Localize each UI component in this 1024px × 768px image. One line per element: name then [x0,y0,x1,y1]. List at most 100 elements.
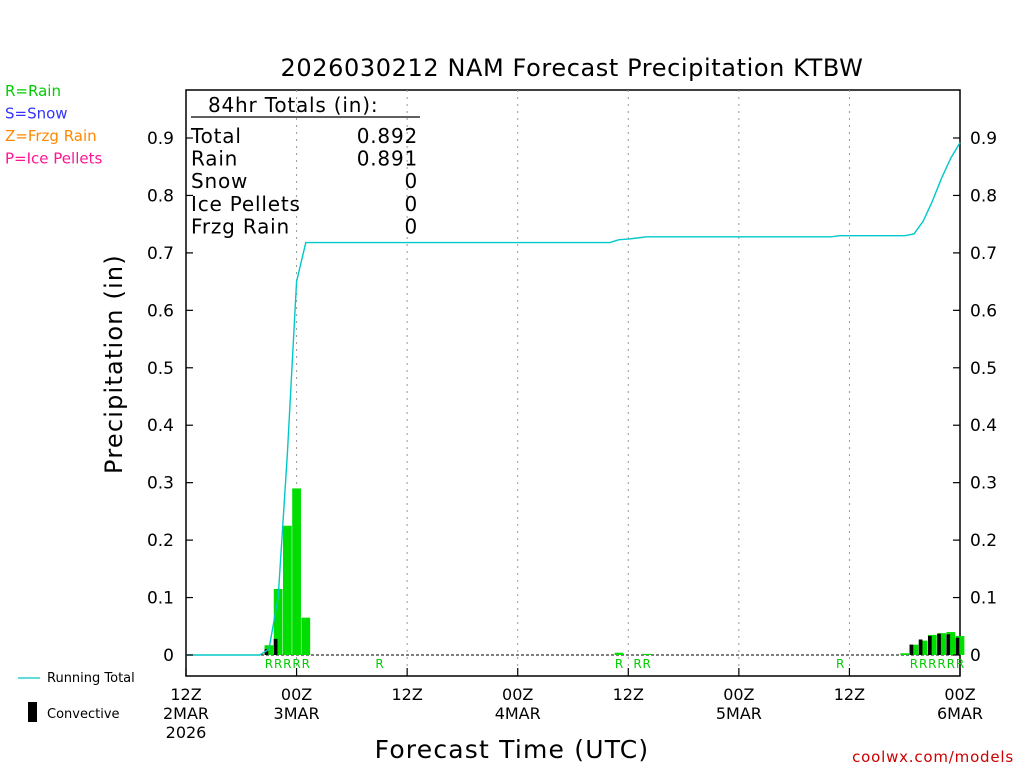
x-tick-label-date: 2MAR [163,704,209,723]
running-total-line-path [186,142,961,656]
precip-type-legend-item: Z=Frzg Rain [5,127,97,145]
y-tick-label-left: 0.7 [147,244,174,264]
rain-bar [927,634,937,655]
totals-row-value: 0 [404,192,418,216]
rain-bar [955,636,965,655]
precip-type-marker: R [919,657,927,671]
x-tick-label-year: 2026 [166,723,207,742]
y-tick-label-left: 0.1 [147,589,174,609]
y-tick-label-right: 0.1 [970,589,997,609]
precip-type-marker: R [937,657,945,671]
x-tick-label-time: 00Z [281,685,312,704]
y-tick-label-left: 0.6 [147,301,174,321]
precip-type-legend-item: S=Snow [5,105,68,123]
precip-type-marker: R [947,657,955,671]
rain-bar [301,617,311,655]
rain-bar [292,488,301,655]
credit-text: coolwx.com/models [852,748,1014,766]
y-tick-label-left: 0.3 [147,474,174,494]
x-tick-label-time: 12Z [170,685,201,704]
precip-type-marker: R [836,657,844,671]
precip-type-legend: R=Rain S=Snow Z=Frzg Rain P=Ice Pellets [5,82,102,168]
y-tick-label-left: 0.9 [147,129,174,149]
convective-bars [264,633,960,655]
y-tick-label-left: 0.5 [147,359,174,379]
y-tick-label-right: 0.6 [970,301,997,321]
rain-bar [642,653,652,655]
rain-bar [946,632,956,655]
precip-type-marker: R [956,657,964,671]
convective-bar [273,638,278,655]
chart-title: 2026030212 NAM Forecast Precipitation KT… [281,54,864,82]
y-tick-label-left: 0.2 [147,531,174,551]
totals-row-label: Snow [191,169,248,193]
rain-bar [909,644,919,655]
totals-box: 84hr Totals (in): Total 0.892 Rain 0.891 Sno… [190,93,420,238]
precip-type-marker: R [615,657,623,671]
convective-bar [264,649,269,655]
rain-bar [264,645,274,655]
running-total-legend-label: Running Total [47,671,135,686]
totals-row-value: 0.892 [357,124,418,148]
rain-bar [900,653,910,655]
y-tick-label-right: 0.4 [970,416,997,436]
x-tick-label-time: 00Z [723,685,754,704]
precip-type-marker: R [643,657,651,671]
rain-bar [918,640,928,655]
precip-type-marker: R [910,657,918,671]
running-total-line [186,142,961,656]
rain-bar [273,588,283,655]
convective-legend-label: Convective [47,707,120,722]
y-axis-title: Precipitation (in) [100,254,128,474]
rain-bar [282,525,292,655]
precip-type-marker: R [265,657,273,671]
x-tick-label-date: 6MAR [937,704,983,723]
rain-bars [264,488,965,655]
x-tick-label-time: 12Z [613,685,644,704]
totals-row-value: 0.891 [357,147,418,171]
convective-swatch [28,702,37,722]
precip-type-marker: R [633,657,641,671]
convective-bar [937,633,941,655]
x-tick-label-date: 5MAR [716,704,762,723]
precip-type-legend-item: P=Ice Pellets [5,150,102,168]
precip-type-marker: R [292,657,300,671]
x-tick-label-time: 00Z [502,685,533,704]
convective-bar [918,639,923,655]
precip-type-marker: R [375,657,383,671]
plot-frame [185,89,961,677]
y-axis-right: 0 0.1 0.2 0.3 0.4 0.5 0.6 0.7 0.8 0.9 [953,129,997,666]
x-tick-label-date: 4MAR [495,704,541,723]
y-tick-label-left: 0.8 [147,186,174,206]
x-tick-label-date: 3MAR [274,704,320,723]
y-tick-label-right: 0 [970,646,981,666]
convective-bar [955,637,960,655]
y-tick-label-right: 0.5 [970,359,997,379]
convective-bar [946,634,951,655]
y-tick-label-right: 0.8 [970,186,997,206]
totals-row-label: Rain [191,147,238,171]
y-tick-label-right: 0.3 [970,474,997,494]
x-tick-label-time: 12Z [391,685,422,704]
x-tick-label-time: 12Z [834,685,865,704]
y-tick-label-right: 0.9 [970,129,997,149]
precip-type-legend-item: R=Rain [5,82,61,100]
rain-bar [614,652,624,655]
rain-bar [937,633,946,655]
totals-row-value: 0 [404,169,418,193]
totals-row-label: Frzg Rain [191,214,290,238]
precip-type-marker: R [928,657,936,671]
totals-heading: 84hr Totals (in): [208,93,378,117]
vertical-gridlines [296,90,850,676]
convective-bar [927,636,932,655]
precip-type-marker: R [274,657,282,671]
x-axis-title: Forecast Time (UTC) [375,735,650,764]
y-tick-label-right: 0.7 [970,244,997,264]
y-tick-label-left: 0 [163,646,174,666]
precip-type-marker: R [302,657,310,671]
y-tick-label-right: 0.2 [970,531,997,551]
series-legend: Running Total Convective [18,671,135,722]
